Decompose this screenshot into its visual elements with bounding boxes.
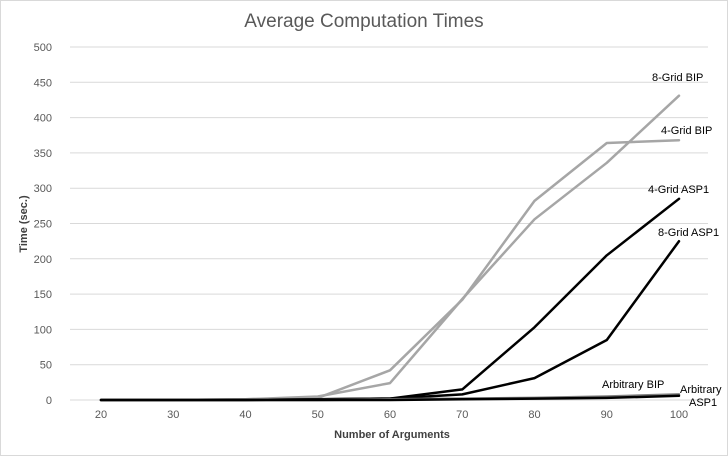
series-line-arbitrary-asp1 bbox=[99, 394, 681, 402]
x-tick-label: 60 bbox=[384, 409, 396, 421]
x-tick-label: 30 bbox=[167, 409, 179, 421]
y-tick-label: 300 bbox=[34, 183, 52, 195]
y-tick-label: 150 bbox=[34, 289, 52, 301]
x-tick-label: 90 bbox=[601, 409, 613, 421]
series-label-8-grid-asp1: 8-Grid ASP1 bbox=[658, 227, 719, 239]
y-tick-label: 0 bbox=[46, 395, 52, 407]
series-label-arbitrary-bip: Arbitrary BIP bbox=[602, 379, 664, 391]
x-tick-labels: 20 30 40 50 60 70 80 90 100 bbox=[95, 409, 688, 421]
series-label-4-grid-bip: 4-Grid BIP bbox=[661, 125, 712, 137]
y-tick-label: 100 bbox=[34, 324, 52, 336]
x-tick-label: 100 bbox=[670, 409, 688, 421]
y-tick-label: 50 bbox=[40, 360, 52, 372]
y-tick-label: 400 bbox=[34, 113, 52, 125]
x-tick-label: 40 bbox=[239, 409, 251, 421]
y-tick-label: 500 bbox=[34, 42, 52, 54]
series-lines bbox=[99, 94, 681, 402]
y-tick-label: 250 bbox=[34, 219, 52, 231]
series-label-arbitrary-asp1: Arbitrary ASP1 bbox=[680, 384, 722, 409]
series-labels: 8-Grid BIP 4-Grid BIP 4-Grid ASP1 8-Grid AS… bbox=[602, 72, 722, 409]
x-tick-label: 70 bbox=[456, 409, 468, 421]
series-label-8-grid-bip: 8-Grid BIP bbox=[652, 72, 703, 84]
series-line-8-grid-asp1 bbox=[99, 239, 681, 402]
y-tick-label: 200 bbox=[34, 254, 52, 266]
x-tick-label: 20 bbox=[95, 409, 107, 421]
y-tick-label: 350 bbox=[34, 148, 52, 160]
series-label-4-grid-asp1: 4-Grid ASP1 bbox=[648, 184, 709, 196]
x-tick-label: 50 bbox=[312, 409, 324, 421]
series-line-8-grid-bip bbox=[99, 94, 681, 402]
y-axis-title: Time (sec.) bbox=[18, 195, 30, 253]
x-axis-title: Number of Arguments bbox=[334, 429, 450, 441]
gridlines bbox=[70, 46, 708, 401]
chart-title: Average Computation Times bbox=[244, 11, 483, 32]
y-tick-label: 450 bbox=[34, 77, 52, 89]
y-tick-labels: 0 50 100 150 200 250 300 350 400 450 500 bbox=[34, 42, 52, 407]
x-tick-label: 80 bbox=[528, 409, 540, 421]
